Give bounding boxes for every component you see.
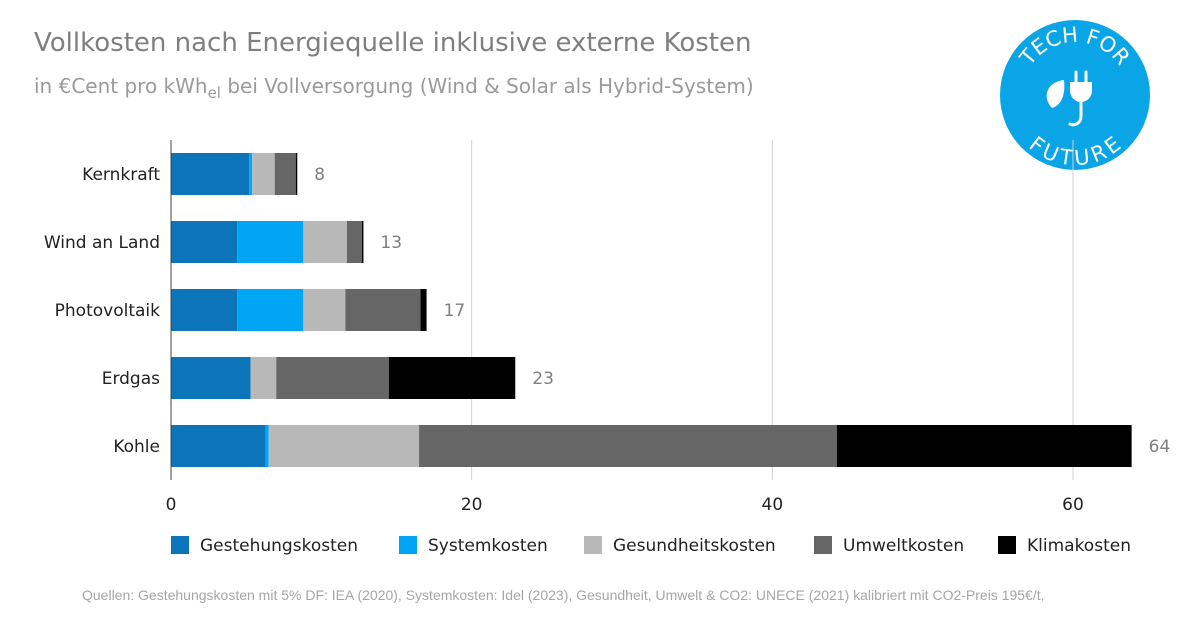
bar-segment bbox=[171, 425, 266, 467]
x-tick-label: 60 bbox=[1062, 495, 1084, 515]
tech-for-future-logo: TECH FOR FUTURE bbox=[1000, 20, 1150, 170]
chart-subtitle: in €Cent pro kWhel bei Vollversorgung (W… bbox=[34, 74, 754, 102]
bar-segment bbox=[303, 289, 346, 331]
legend-swatch bbox=[399, 536, 417, 554]
category-label: Erdgas bbox=[102, 369, 160, 389]
bar-segment bbox=[268, 425, 420, 467]
bar-segment bbox=[171, 221, 238, 263]
bar-segment bbox=[265, 425, 269, 467]
grid-layer bbox=[471, 140, 1074, 480]
legend-label: Systemkosten bbox=[428, 536, 548, 556]
total-label: 8 bbox=[314, 165, 325, 185]
category-label: Wind an Land bbox=[44, 233, 160, 253]
chart-title: Vollkosten nach Energiequelle inklusive … bbox=[34, 28, 752, 58]
bar-segment bbox=[295, 153, 298, 195]
legend-swatch bbox=[171, 536, 189, 554]
subtitle-unit: in €Cent pro kWh bbox=[34, 74, 208, 98]
bar-segment bbox=[361, 221, 364, 263]
x-tick-label: 20 bbox=[461, 495, 483, 515]
legend: Gestehungskosten Systemkosten Gesundheitsk… bbox=[171, 536, 1131, 556]
legend-label: Gestehungskosten bbox=[200, 536, 358, 556]
legend-swatch bbox=[584, 536, 602, 554]
bar-segment bbox=[419, 425, 837, 467]
legend-label: Klimakosten bbox=[1027, 536, 1131, 556]
total-label: 17 bbox=[444, 301, 466, 321]
total-label: 13 bbox=[380, 233, 402, 253]
bar-segment bbox=[274, 153, 296, 195]
bar-segment bbox=[303, 221, 347, 263]
bar-segment bbox=[249, 153, 253, 195]
legend-label: Gesundheitskosten bbox=[613, 536, 776, 556]
subtitle-subscript: el bbox=[207, 84, 221, 102]
bar-segment bbox=[388, 357, 516, 399]
legend-label: Umweltkosten bbox=[843, 536, 964, 556]
bar-segment bbox=[171, 153, 250, 195]
legend-swatch bbox=[814, 536, 832, 554]
legend-swatch bbox=[998, 536, 1016, 554]
bar-segment bbox=[346, 221, 362, 263]
bar-segment bbox=[237, 289, 304, 331]
x-tick-label: 40 bbox=[762, 495, 784, 515]
total-label: 64 bbox=[1149, 437, 1171, 457]
bar-segment bbox=[836, 425, 1132, 467]
source-note: Quellen: Gestehungskosten mit 5% DF: IEA… bbox=[82, 587, 1045, 603]
bar-segment bbox=[250, 357, 277, 399]
bar-segment bbox=[345, 289, 421, 331]
total-label: 23 bbox=[532, 369, 554, 389]
bar-segment bbox=[237, 221, 304, 263]
category-label: Photovoltaik bbox=[55, 301, 160, 321]
bars-layer bbox=[171, 153, 1132, 467]
bar-segment bbox=[276, 357, 389, 399]
bar-segment bbox=[171, 289, 238, 331]
stacked-bar-chart: 0 20 40 60 Kernkraft 8 Wind an Land 13 Photovolt… bbox=[44, 140, 1170, 556]
bar-segment bbox=[252, 153, 275, 195]
bar-segment bbox=[171, 357, 251, 399]
category-label: Kohle bbox=[113, 437, 160, 457]
labels-layer: 0 20 40 60 Kernkraft 8 Wind an Land 13 Photovolt… bbox=[44, 165, 1170, 515]
bar-segment bbox=[420, 289, 427, 331]
category-label: Kernkraft bbox=[82, 165, 160, 185]
plug-leaf-icon bbox=[1046, 70, 1092, 127]
subtitle-note: bei Vollversorgung (Wind & Solar als Hyb… bbox=[220, 74, 754, 98]
x-tick-label: 0 bbox=[166, 495, 177, 515]
